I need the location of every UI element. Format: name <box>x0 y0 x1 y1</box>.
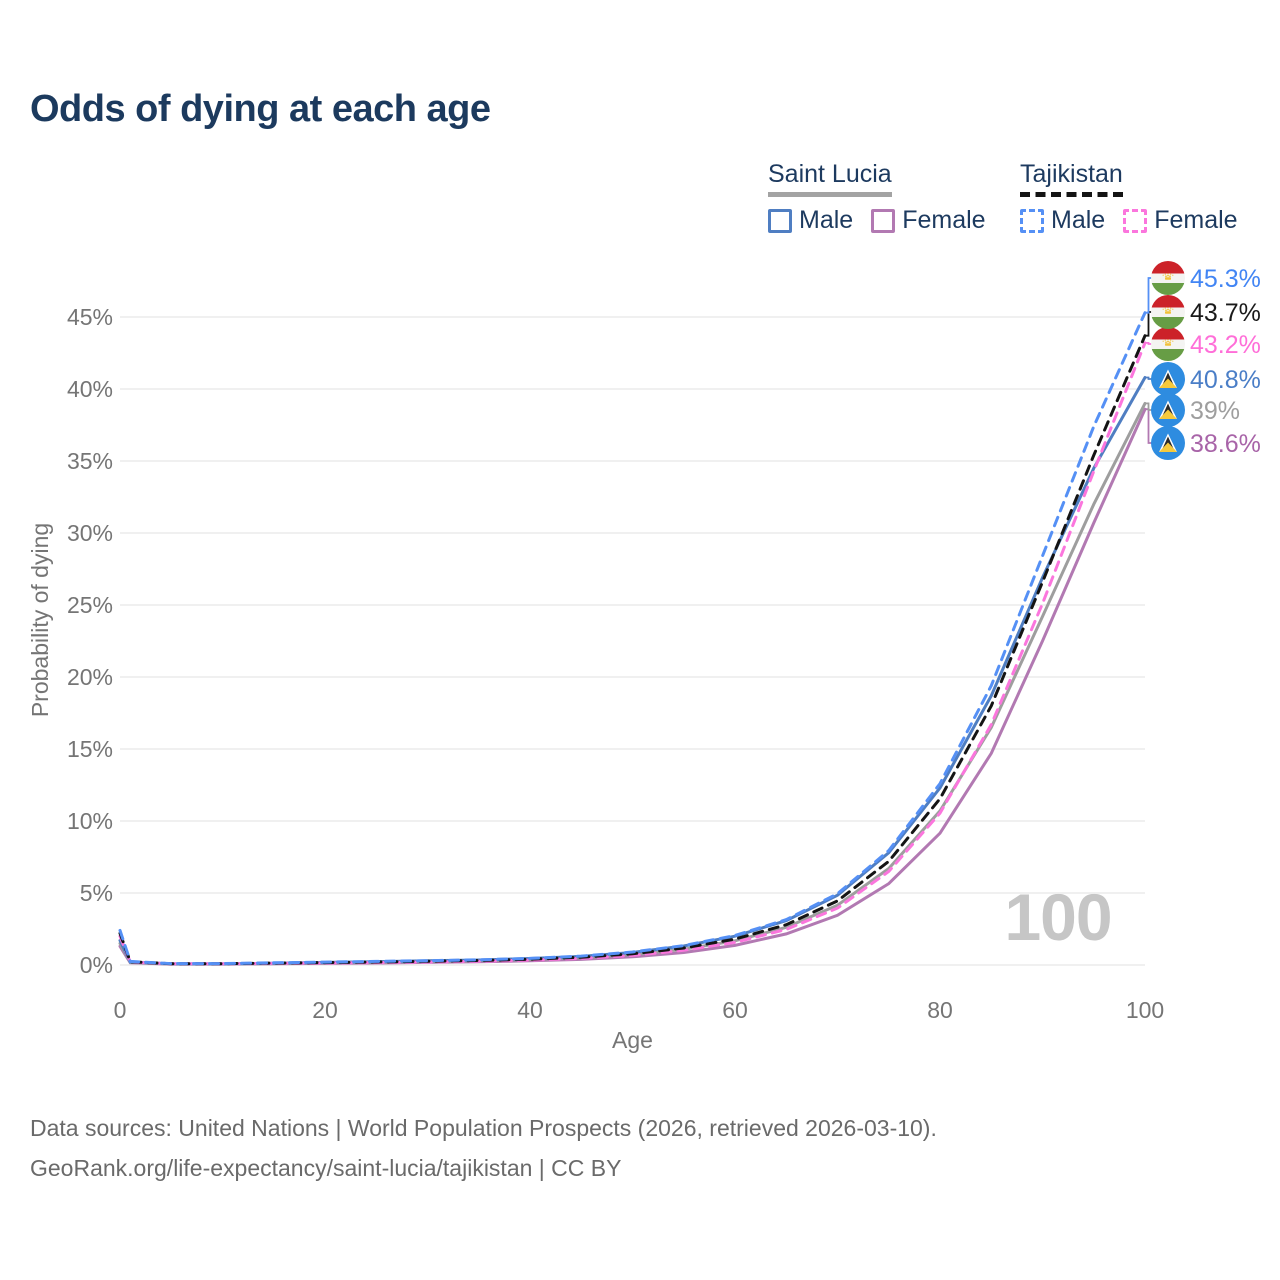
x-tick-label: 0 <box>114 997 127 1023</box>
footer: Data sources: United Nations | World Pop… <box>30 1108 937 1188</box>
legend-item-tajikistan-male[interactable]: Male <box>1020 206 1105 235</box>
legend-item-saint-lucia-female[interactable]: Female <box>871 206 986 235</box>
legend-title-saint-lucia: Saint Lucia <box>768 160 892 197</box>
end-label-connector <box>1145 376 1152 380</box>
y-tick-label: 30% <box>67 520 113 546</box>
footer-data-sources: Data sources: United Nations | World Pop… <box>30 1115 937 1141</box>
page-title: Odds of dying at each age <box>30 88 491 130</box>
end-value-label: 45.3% <box>1190 265 1261 293</box>
end-label-connector <box>1145 277 1152 314</box>
x-tick-label: 20 <box>312 997 338 1023</box>
saint-lucia-flag-icon <box>1151 426 1185 460</box>
saint-lucia-female-swatch-icon <box>871 208 896 233</box>
tajikistan-female-swatch-icon <box>1123 208 1148 233</box>
age-watermark: 100 <box>1004 880 1112 954</box>
y-tick-label: 0% <box>80 952 113 978</box>
end-label-connector <box>1145 342 1152 345</box>
y-tick-label: 5% <box>80 880 113 906</box>
end-label-connector <box>1145 311 1152 337</box>
end-label-connector <box>1145 408 1152 444</box>
series-line-tajikistan-both-sexes[interactable] <box>118 334 1147 966</box>
y-tick-label: 15% <box>67 736 113 762</box>
y-tick-label: 10% <box>67 808 113 834</box>
x-tick-label: 80 <box>927 997 953 1023</box>
x-tick-label: 40 <box>517 997 543 1023</box>
series-line-tajikistan-female[interactable] <box>118 341 1147 966</box>
end-value-label: 43.7% <box>1190 299 1261 327</box>
y-tick-label: 40% <box>67 376 113 402</box>
tajikistan-flag-icon <box>1151 327 1185 361</box>
saint-lucia-flag-icon <box>1151 393 1185 427</box>
tajikistan-flag-icon <box>1151 261 1185 295</box>
legend-item-label: Female <box>1154 206 1238 234</box>
end-value-label: 40.8% <box>1190 366 1261 394</box>
y-tick-label: 25% <box>67 592 113 618</box>
legend-item-label: Female <box>902 206 986 234</box>
y-tick-label: 35% <box>67 448 113 474</box>
legend-item-label: Male <box>799 206 854 234</box>
y-tick-label: 20% <box>67 664 113 690</box>
end-value-label: 38.6% <box>1190 430 1261 458</box>
tajikistan-male-swatch-icon <box>1020 208 1044 233</box>
end-value-label: 43.2% <box>1190 331 1261 359</box>
end-value-label: 39% <box>1190 397 1240 425</box>
y-axis-title: Probability of dying <box>27 523 53 717</box>
legend-item-tajikistan-female[interactable]: Female <box>1123 206 1238 235</box>
footer-attribution: GeoRank.org/life-expectancy/saint-lucia/… <box>30 1155 622 1181</box>
series-line-saint-lucia-male[interactable] <box>118 376 1147 966</box>
saint-lucia-male-swatch-icon <box>768 208 792 233</box>
end-label-connector <box>1145 402 1152 411</box>
y-tick-label: 45% <box>67 304 113 330</box>
legend-group-saint-lucia: Saint Lucia Male Female <box>768 160 986 235</box>
legend-item-saint-lucia-male[interactable]: Male <box>768 206 853 235</box>
legend-item-label: Male <box>1051 206 1106 234</box>
x-tick-label: 100 <box>1126 997 1164 1023</box>
x-axis-title: Age <box>612 1027 653 1053</box>
saint-lucia-flag-icon <box>1151 362 1185 396</box>
series-line-tajikistan-male[interactable] <box>118 311 1147 966</box>
legend-group-tajikistan: Tajikistan Male Female <box>1020 160 1238 235</box>
legend-title-tajikistan: Tajikistan <box>1020 160 1123 197</box>
tajikistan-flag-icon <box>1151 295 1185 329</box>
x-tick-label: 60 <box>722 997 748 1023</box>
